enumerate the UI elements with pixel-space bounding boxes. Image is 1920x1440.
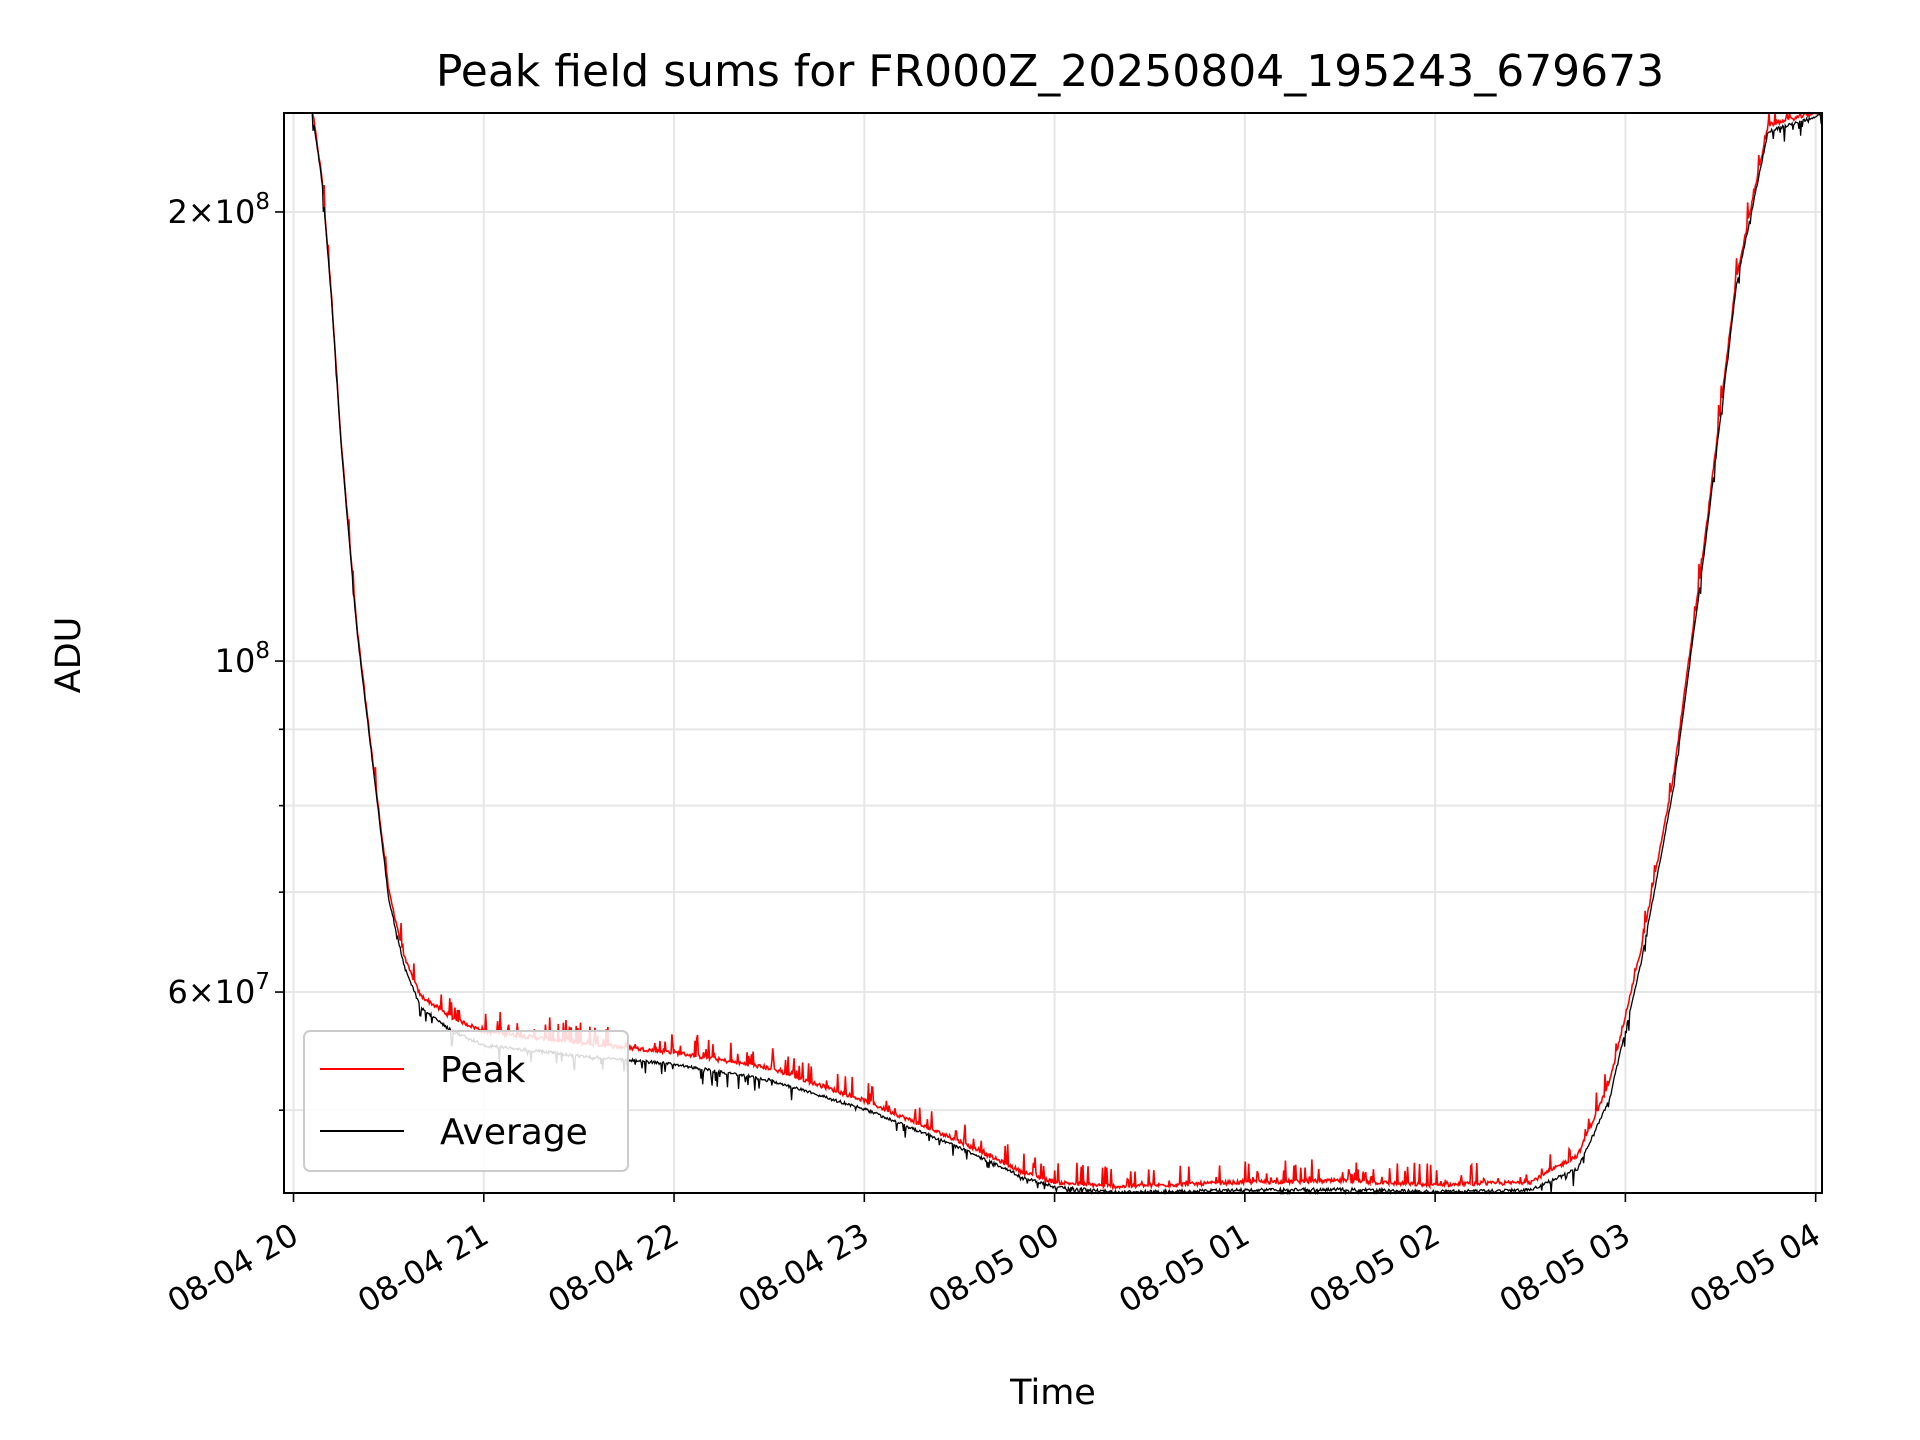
y-tick-exponent: 7 <box>255 969 270 995</box>
legend-box <box>303 1030 629 1172</box>
y-tick-label: 2×108 <box>167 189 270 231</box>
legend-label-average: Average <box>440 1112 588 1153</box>
legend-label-peak: Peak <box>440 1050 526 1091</box>
y-tick-label: 6×107 <box>167 969 270 1011</box>
y-gridlines <box>284 210 1822 1112</box>
plot-area <box>283 111 1823 1196</box>
y-axis-label: ADU <box>49 617 89 694</box>
plot-frame <box>283 112 1823 1194</box>
x-gridlines <box>292 113 1817 1193</box>
chart-title: Peak field sums for FR000Z_20250804_1952… <box>436 46 1664 97</box>
legend: Peak Average <box>303 1030 629 1172</box>
plot-background <box>284 113 1822 1193</box>
y-tick-exponent: 8 <box>255 189 270 215</box>
y-tick-exponent: 8 <box>255 638 270 664</box>
x-axis-label: Time <box>1009 1373 1096 1413</box>
